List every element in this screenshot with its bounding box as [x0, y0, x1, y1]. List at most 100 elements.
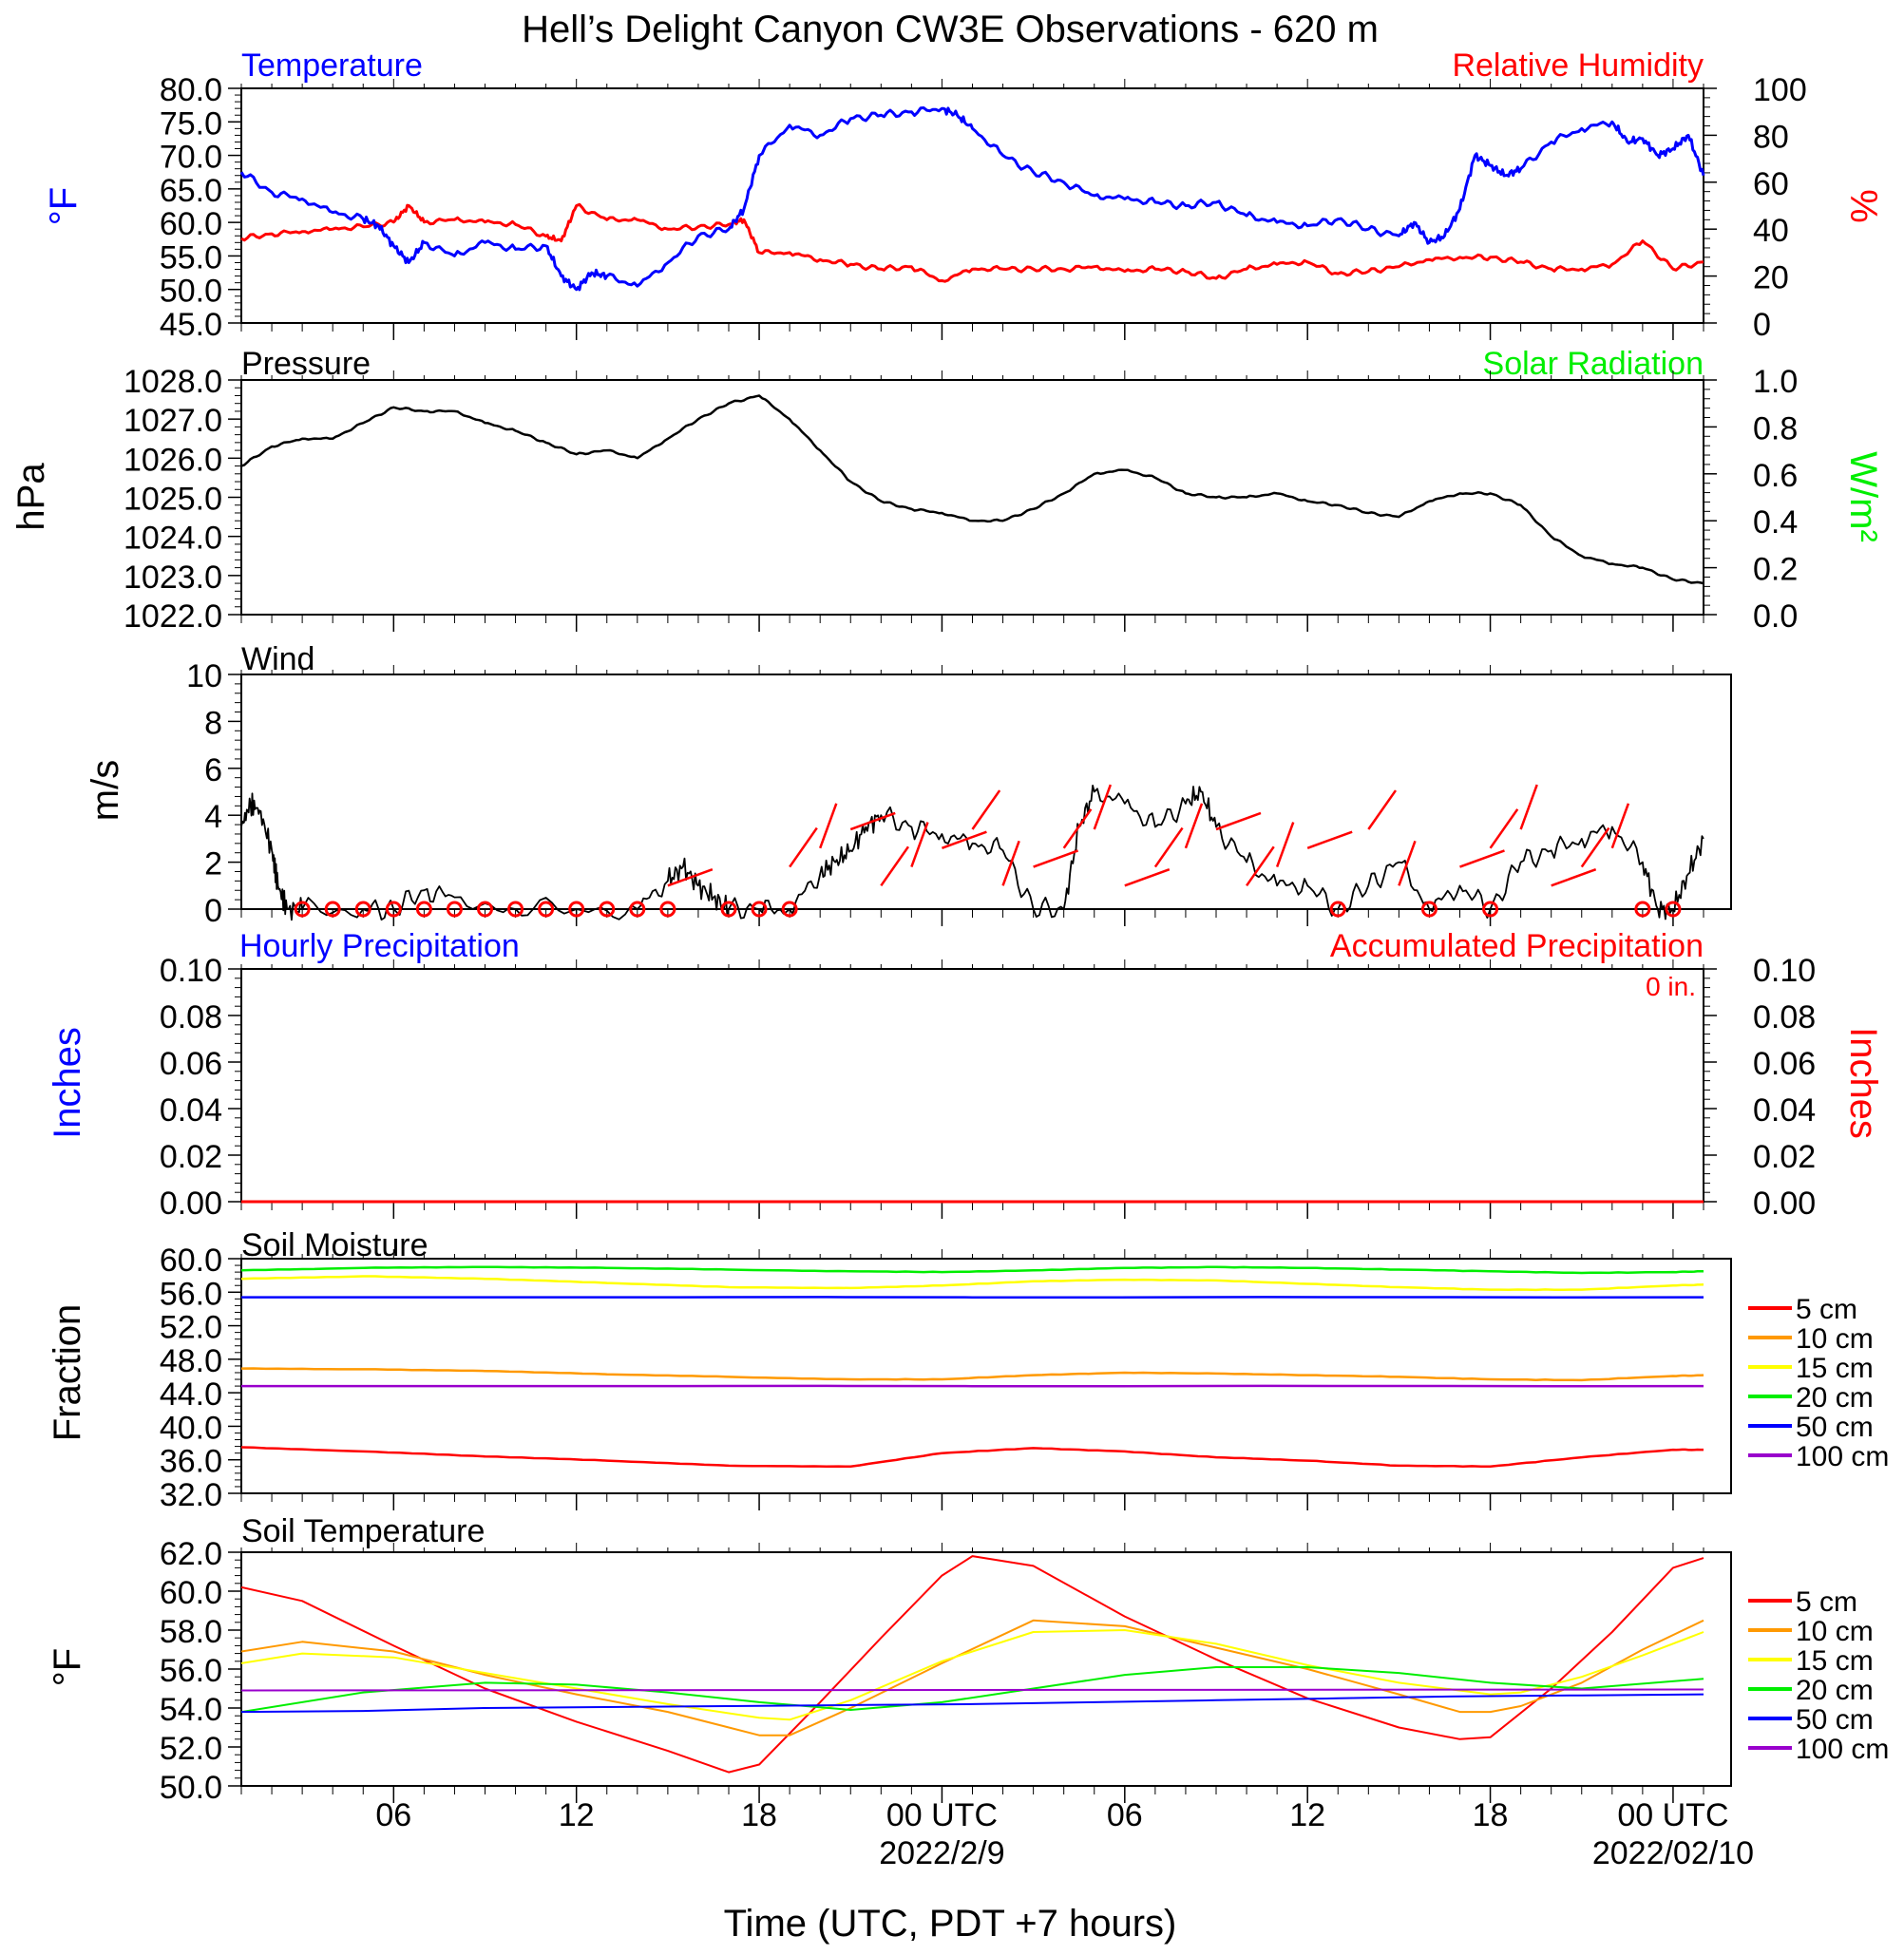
calm-wind-marker [538, 901, 555, 918]
x-tick-label: 12 [559, 1797, 595, 1833]
rh-y-tick-label: 100 [1753, 72, 1807, 108]
chart-title: Hell’s Delight Canyon CW3E Observations … [522, 9, 1379, 50]
precip-right-y-tick-label: 0.00 [1753, 1186, 1816, 1222]
temp-y-tick-label: 45.0 [160, 307, 222, 343]
calm-wind-marker [659, 901, 676, 918]
soil-temp-y-tick-label: 58.0 [160, 1614, 222, 1650]
wind-unit-label: m/s [85, 760, 126, 821]
solar-y-tick-label: 0.6 [1753, 458, 1798, 494]
wind-y-tick-label: 0 [204, 893, 222, 929]
wind-barb [789, 826, 818, 868]
calm-wind-marker [324, 901, 341, 918]
soil-temp-legend-label: 5 cm [1796, 1586, 1857, 1618]
wind-barb [910, 822, 929, 867]
soil-moisture-y-tick-label: 60.0 [160, 1243, 222, 1279]
soil-moisture-y-tick-label: 44.0 [160, 1376, 222, 1413]
calm-wind-marker [415, 901, 432, 918]
x-axis-label: Time (UTC, PDT +7 hours) [724, 1903, 1177, 1945]
wind-barb [1306, 830, 1353, 849]
calm-wind-marker [385, 901, 402, 918]
soil-moisture-line-5cm [240, 1446, 1704, 1469]
wind-barb [1153, 826, 1184, 868]
wind-barb [1184, 803, 1204, 849]
wind-barb [1398, 840, 1417, 886]
accum-precip-value: 0 in. [1646, 972, 1696, 1001]
precip-panel-frame [240, 968, 1704, 1203]
calm-wind-marker [1634, 901, 1651, 918]
x-date-label: 2022/02/10 [1592, 1835, 1754, 1871]
pressure-y-tick-label: 1025.0 [124, 482, 222, 518]
calm-wind-marker [568, 901, 585, 918]
wind-barb [1489, 808, 1519, 849]
pressure-y-tick-label: 1022.0 [124, 598, 222, 635]
solar-y-tick-label: 1.0 [1753, 364, 1798, 400]
rh-y-tick-label: 60 [1753, 166, 1789, 202]
wind-barb [942, 830, 987, 849]
rh-y-tick-label: 0 [1753, 307, 1771, 343]
wind-barb [1246, 845, 1275, 887]
calm-wind-marker [354, 901, 371, 918]
soil-temp-legend-label: 50 cm [1796, 1704, 1874, 1736]
calm-wind-marker [781, 901, 798, 918]
wind-barb [1367, 789, 1398, 830]
temp-y-tick-label: 50.0 [160, 274, 222, 310]
wind-speed-line [240, 785, 1704, 921]
x-tick-label: 12 [1289, 1797, 1325, 1833]
wind-barb [971, 789, 1001, 830]
soil-moisture-line-10cm [240, 1367, 1704, 1382]
pressure-unit-label: hPa [10, 463, 52, 531]
calm-wind-marker [1329, 901, 1346, 918]
rh-unit-label: % [1842, 189, 1884, 223]
soil-moisture-y-tick-label: 56.0 [160, 1276, 222, 1312]
soil-moisture-unit-label: Fraction [47, 1304, 88, 1442]
wind-barb [1001, 840, 1020, 886]
precip-right-y-tick-label: 0.04 [1753, 1092, 1816, 1129]
hourly-precip-title: Hourly Precipitation [239, 928, 520, 964]
soil-temp-line-50cm [240, 1693, 1704, 1714]
soil-moisture-title: Soil Moisture [241, 1227, 428, 1263]
soil-moisture-panel-frame [240, 1258, 1732, 1494]
pressure-y-tick-label: 1027.0 [124, 403, 222, 439]
soil-temp-y-tick-label: 50.0 [160, 1770, 222, 1806]
rh-y-tick-label: 80 [1753, 119, 1789, 155]
soil-temperature-title: Soil Temperature [241, 1513, 485, 1549]
soil-moisture-line-20cm [240, 1265, 1704, 1275]
pressure-title: Pressure [241, 346, 371, 382]
soil-temp-y-tick-label: 52.0 [160, 1731, 222, 1767]
soil-temp-legend-label: 100 cm [1796, 1734, 1889, 1765]
temp-rh-panel-frame [240, 87, 1704, 324]
pressure-y-tick-label: 1028.0 [124, 364, 222, 400]
wind-title: Wind [241, 641, 314, 677]
accum-precip-title: Accumulated Precipitation [1330, 928, 1704, 964]
precip-right-y-tick-label: 0.06 [1753, 1046, 1816, 1082]
soil-moisture-y-tick-label: 32.0 [160, 1477, 222, 1513]
precip-right-y-tick-label: 0.02 [1753, 1139, 1816, 1175]
solar-unit-label: W/m² [1842, 451, 1884, 542]
precip-right-y-tick-label: 0.08 [1753, 999, 1816, 1035]
calm-wind-marker [507, 901, 524, 918]
solar-y-tick-label: 0.4 [1753, 504, 1798, 541]
precip-left-y-tick-label: 0.08 [160, 999, 222, 1035]
soil-moisture-y-tick-label: 36.0 [160, 1444, 222, 1480]
wind-barb [1093, 784, 1113, 830]
soil-moisture-line-15cm [240, 1275, 1704, 1292]
wind-barb [1551, 868, 1597, 887]
wind-y-tick-label: 8 [204, 705, 222, 741]
wind-barb [1519, 784, 1538, 830]
wind-y-tick-label: 6 [204, 752, 222, 788]
solar-title: Solar Radiation [1483, 346, 1704, 382]
soil-moisture-y-tick-label: 40.0 [160, 1410, 222, 1446]
temperature-title: Temperature [241, 47, 423, 84]
wind-barb [667, 868, 714, 887]
x-tick-label: 18 [1473, 1797, 1509, 1833]
soil-moisture-legend-label: 5 cm [1796, 1294, 1857, 1325]
wind-panel-frame [240, 674, 1732, 910]
wind-barb [849, 811, 896, 831]
calm-wind-marker [720, 901, 737, 918]
precip-right-y-tick-label: 0.10 [1753, 953, 1816, 989]
precip-left-y-tick-label: 0.04 [160, 1092, 222, 1129]
temp-unit-label: °F [43, 187, 85, 225]
soil-temp-line-20cm [240, 1666, 1704, 1714]
calm-wind-marker [294, 901, 311, 918]
